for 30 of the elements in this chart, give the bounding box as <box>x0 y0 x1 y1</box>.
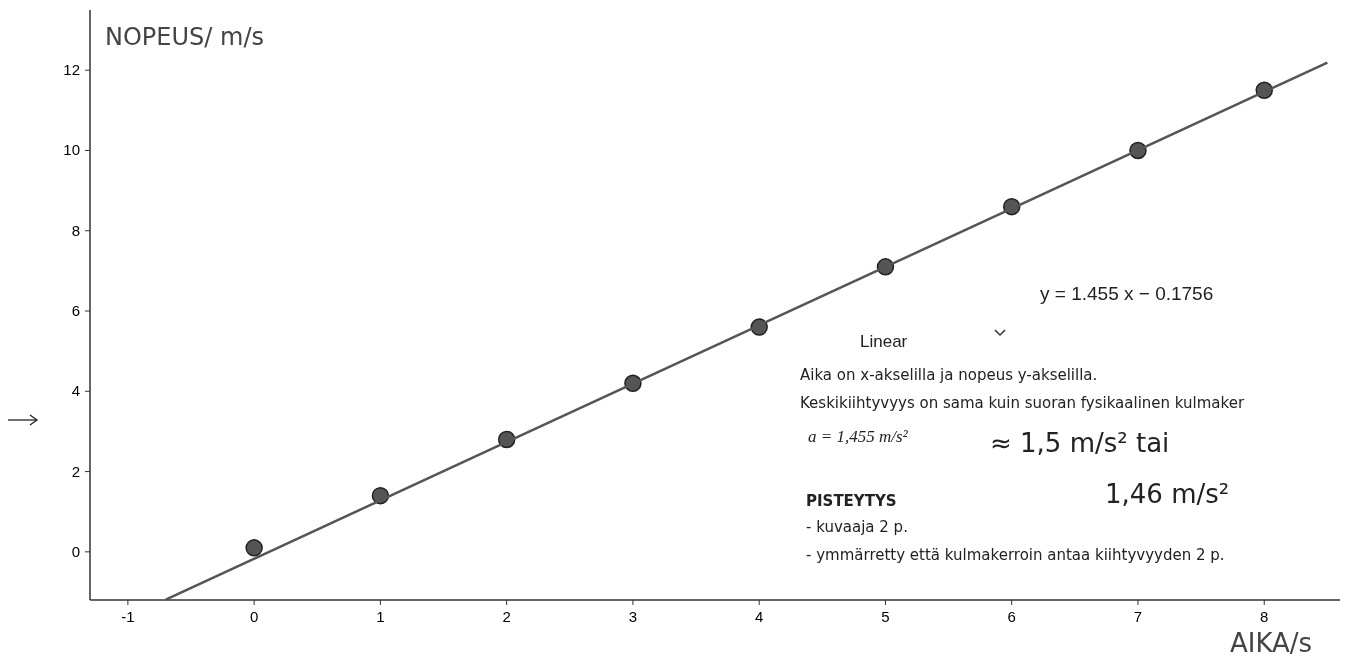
y-tick-label: 10 <box>63 141 80 159</box>
annotation: ≈ 1,5 m/s² tai <box>990 428 1170 458</box>
annotation: Aika on x-akselilla ja nopeus y-akselilla. <box>800 366 1098 384</box>
x-tick-label: 0 <box>249 608 259 625</box>
x-tick-label: 6 <box>1007 608 1016 625</box>
annotation: - kuvaaja 2 p. <box>806 518 908 536</box>
x-tick-label: 4 <box>755 608 764 625</box>
x-tick-label: 3 <box>628 608 638 625</box>
annotation: y = 1.455 x − 0.1756 <box>1040 283 1214 304</box>
annotation: PISTEYTYS <box>806 492 897 510</box>
point <box>245 539 263 557</box>
x-tick-label: 7 <box>1133 608 1143 625</box>
y-tick-label: 12 <box>63 61 80 79</box>
y-tick-label: 0 <box>71 542 80 560</box>
x-tick-label: 8 <box>1260 608 1269 625</box>
y-tick-label: 2 <box>71 462 80 480</box>
annotation: Keskikiihtyvyys on sama kuin suoran fysikaalinen kulmaker <box>800 394 1245 412</box>
annotation: a = 1,455 m/s² <box>808 427 909 446</box>
x-axis-title: AIKA/s <box>1230 628 1313 658</box>
x-tick-label: -1 <box>121 608 135 625</box>
annotation: Linear <box>860 332 908 351</box>
annotation: - ymmärretty että kulmakerroin antaa kiihtyvyyden 2 p. <box>806 546 1225 564</box>
y-tick-label: 8 <box>71 221 80 239</box>
y-tick-label: 4 <box>71 382 80 400</box>
annotation: 1,46 m/s² <box>1105 479 1230 509</box>
x-tick-label: 5 <box>881 608 890 625</box>
x-tick-label: 2 <box>502 608 511 625</box>
y-axis-title: NOPEUS/ m/s <box>105 23 264 51</box>
y-tick-label: 6 <box>71 302 80 320</box>
x-tick-label: 1 <box>376 608 385 625</box>
